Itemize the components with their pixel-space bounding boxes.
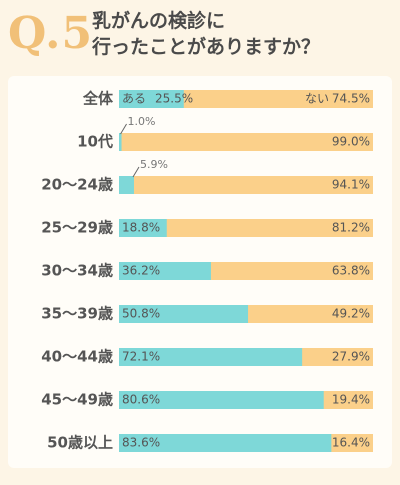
data-label-yes: 25.5% [155, 92, 193, 106]
bar-yes [119, 133, 122, 151]
leader-line [120, 123, 127, 135]
data-label-yes: 83.6% [122, 436, 160, 450]
category-label: 全体 [82, 90, 114, 108]
question-title: 乳がんの検診に 行ったことがありますか？ [92, 8, 320, 60]
bar-yes [119, 90, 184, 108]
data-label-yes: 5.9% [140, 158, 168, 171]
bar-yes [119, 262, 211, 280]
data-label-no: 94.1% [332, 178, 370, 192]
chart-panel: 全体 ある 25.5% ない 74.5% 10代 1.0% 99.0% 20〜24歳 5.9% 94… [8, 76, 392, 468]
bar-yes [119, 348, 303, 366]
question-line-1: 乳がんの検診に [92, 10, 226, 32]
bar-no [119, 176, 373, 194]
stacked-bar-chart: 全体 ある 25.5% ない 74.5% 10代 1.0% 99.0% 20〜24歳 5.9% 94… [41, 90, 373, 452]
category-label: 10代 [77, 133, 113, 151]
data-label-no: 63.8% [332, 264, 370, 278]
bar-yes [119, 176, 134, 194]
data-label-yes: 1.0% [128, 115, 156, 128]
data-label-yes: 36.2% [122, 264, 160, 278]
bar-no [119, 133, 373, 151]
data-label-no: 16.4% [332, 436, 370, 450]
category-label: 45〜49歳 [41, 391, 113, 409]
bar-yes [119, 219, 167, 237]
leader-line [132, 166, 140, 178]
category-label: 25〜29歳 [41, 219, 113, 237]
data-label-yes: 80.6% [122, 393, 160, 407]
data-label-no: 19.4% [332, 393, 370, 407]
legend-label-yes: ある [122, 92, 146, 106]
category-label: 30〜34歳 [41, 262, 113, 280]
data-label-yes: 72.1% [122, 350, 160, 364]
data-label-no: 49.2% [332, 307, 370, 321]
bar-yes [119, 391, 324, 409]
legend-label-no: ない [305, 92, 329, 106]
data-label-yes: 50.8% [122, 307, 160, 321]
category-label: 50歳以上 [47, 434, 113, 452]
header: Q.5 乳がんの検診に 行ったことがありますか？ [0, 0, 400, 78]
data-label-no: 81.2% [332, 221, 370, 235]
question-line-2: 行ったことがありますか？ [92, 36, 321, 58]
bar-yes [119, 305, 249, 323]
data-label-no: 74.5% [332, 92, 370, 106]
category-label: 20〜24歳 [41, 176, 113, 194]
category-label: 35〜39歳 [41, 305, 113, 323]
question-number: Q.5 [8, 8, 94, 59]
data-label-no: 99.0% [332, 135, 370, 149]
bar-no [119, 219, 373, 237]
data-label-no: 27.9% [332, 350, 370, 364]
bar-yes [119, 434, 332, 452]
category-label: 40〜44歳 [41, 348, 113, 366]
data-label-yes: 18.8% [122, 221, 160, 235]
